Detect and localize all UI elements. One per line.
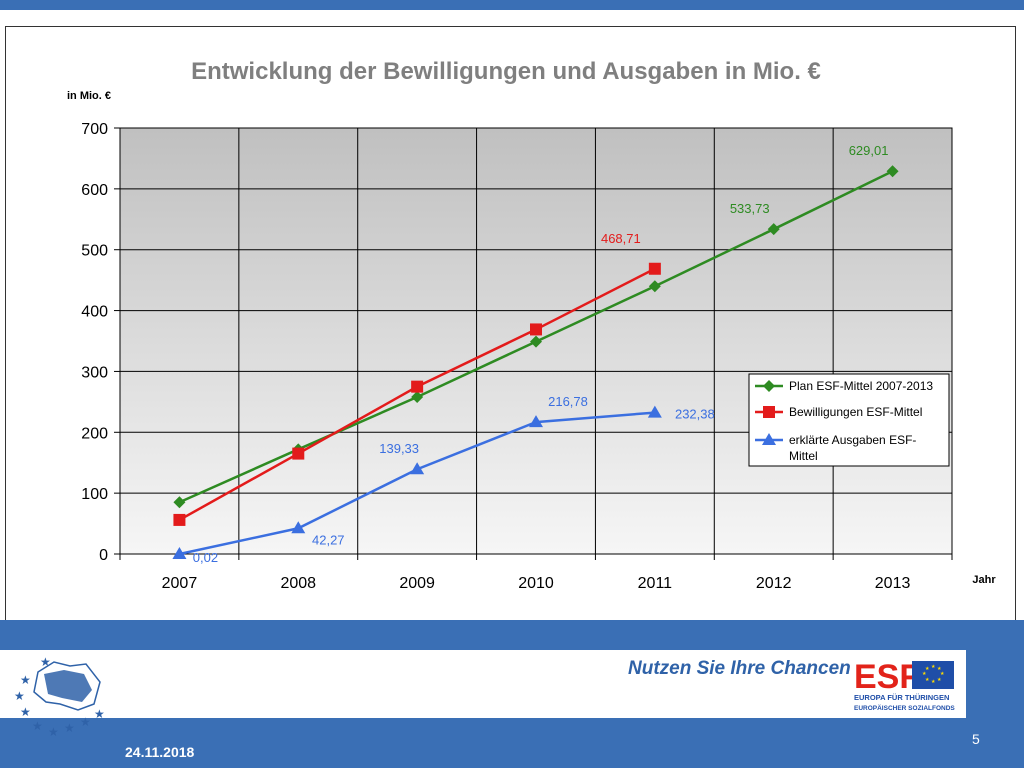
svg-text:★: ★ [922,671,927,677]
line-chart: Entwicklung der Bewilligungen und Ausgab… [67,58,996,592]
x-tick-label: 2011 [638,575,673,592]
marker-diamond [530,335,542,348]
marker-diamond [411,390,424,403]
marker-square [763,406,775,418]
svg-text:★: ★ [937,666,942,672]
svg-text:★: ★ [925,666,930,672]
x-tick-label: 2013 [875,575,911,592]
series-square: 468,71 [173,231,661,526]
data-label: 232,38 [675,407,715,422]
chart-frame: Entwicklung der Bewilligungen und Ausgab… [5,26,1016,628]
marker-square [411,380,424,393]
svg-text:★: ★ [931,679,936,685]
chart-title: Entwicklung der Bewilligungen und Ausgab… [191,58,821,85]
svg-text:★: ★ [64,721,75,735]
svg-text:★: ★ [32,719,43,733]
marker-diamond [173,496,186,509]
marker-square [292,447,305,460]
marker-square [530,323,542,336]
y-tick-label: 400 [81,304,108,321]
y-tick-label: 200 [81,425,108,442]
x-tick-label: 2008 [280,575,316,592]
marker-triangle [291,521,306,534]
svg-text:★: ★ [940,671,945,677]
marker-triangle [410,462,425,475]
y-tick-label: 100 [81,486,108,503]
marker-triangle [647,405,662,418]
data-label: 139,33 [379,441,419,456]
x-tick-label: 2007 [162,575,198,592]
x-tick-label: 2010 [518,575,554,592]
svg-text:★: ★ [20,705,31,719]
svg-text:★: ★ [80,715,91,729]
svg-text:★: ★ [94,707,105,721]
marker-diamond [648,280,661,293]
marker-diamond [886,165,899,178]
top-accent-bar [0,0,1024,10]
x-axis-label: Jahr [972,574,996,586]
series-triangle: 0,02 42,27 139,33 216,78 232,38 [172,394,715,565]
svg-text:★: ★ [937,677,942,683]
legend-label: Plan ESF-Mittel 2007-2013 [789,379,933,393]
svg-text:★: ★ [925,677,930,683]
x-tick-label: 2012 [756,575,792,592]
svg-text:★: ★ [14,689,25,703]
y-axis-label: in Mio. € [67,90,111,102]
svg-text:★: ★ [20,673,31,687]
data-label: 533,73 [730,201,770,216]
marker-diamond [767,223,780,236]
legend-label: erklärte Ausgaben ESF-Mittel [789,433,916,463]
esf-logo: ESF ★ ★ ★ ★ ★ ★ ★ ★ EUROPA FÜR THÜRINGEN EURO… [852,656,957,714]
data-label: 468,71 [601,231,641,246]
x-tick-label: 2009 [399,575,435,592]
thuringia-stars-logo: ★ ★ ★ ★ ★ ★ ★ ★ ★ [8,652,108,740]
footer-logo-strip [0,650,966,718]
svg-text:★: ★ [931,664,936,670]
svg-text:★: ★ [48,725,59,739]
esf-logo-line1: EUROPA FÜR THÜRINGEN [854,693,949,702]
marker-square [173,513,186,526]
slide-date: 24.11.2018 [125,744,195,760]
y-tick-label: 500 [81,243,108,260]
svg-text:★: ★ [40,655,51,669]
data-label: 42,27 [312,532,345,547]
slogan-text: Nutzen Sie Ihre Chancen [628,658,851,679]
legend-box [748,373,950,467]
marker-triangle [762,433,776,445]
y-tick-label: 300 [81,364,108,381]
plot-border [119,127,953,555]
data-label: 0,02 [193,550,218,565]
legend-label: Bewilligungen ESF-Mittel [789,405,922,419]
page-number: 5 [972,731,980,747]
marker-diamond [763,380,775,392]
marker-triangle [529,415,543,428]
y-tick-label: 700 [81,121,108,138]
data-label: 629,01 [849,143,889,158]
y-tick-label: 0 [99,547,108,564]
y-tick-label: 600 [81,182,108,199]
marker-square [648,262,661,275]
esf-logo-text: ESF [854,658,920,696]
marker-triangle [172,546,187,559]
data-label: 216,78 [548,394,588,409]
esf-logo-line2: EUROPÄISCHER SOZIALFONDS [854,704,955,712]
